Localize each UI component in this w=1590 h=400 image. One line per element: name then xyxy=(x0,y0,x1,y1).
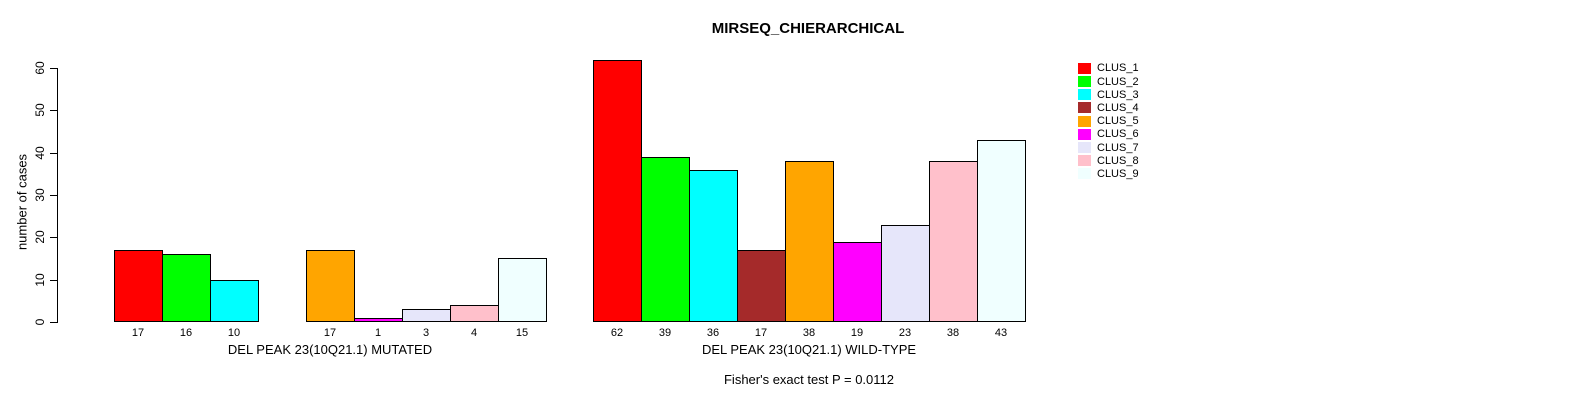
bar-CLUS_6-wildtype xyxy=(833,242,882,322)
chart-title: MIRSEQ_CHIERARCHICAL xyxy=(711,20,905,37)
legend-label-CLUS_8: CLUS_8 xyxy=(1097,154,1139,167)
legend-label-CLUS_1: CLUS_1 xyxy=(1097,62,1139,75)
bar-value-label-CLUS_7-mutated: 3 xyxy=(422,327,430,339)
y-axis-tick xyxy=(50,153,57,154)
bar-value-label-CLUS_3-mutated: 10 xyxy=(227,327,241,339)
bar-CLUS_3-mutated xyxy=(210,280,259,322)
y-axis-tick xyxy=(50,68,57,69)
bar-CLUS_1-wildtype xyxy=(593,60,642,322)
legend-swatch-CLUS_9 xyxy=(1078,168,1091,180)
y-axis-tick xyxy=(50,322,57,323)
y-axis-line xyxy=(57,68,58,323)
legend-label-CLUS_7: CLUS_7 xyxy=(1097,141,1139,154)
y-axis-tick-label: 60 xyxy=(33,61,47,75)
bar-value-label-CLUS_2-wildtype: 39 xyxy=(658,327,672,339)
legend-label-CLUS_2: CLUS_2 xyxy=(1097,75,1139,88)
legend-swatch-CLUS_3 xyxy=(1078,89,1091,101)
bar-value-label-CLUS_3-wildtype: 36 xyxy=(706,327,720,339)
bar-value-label-CLUS_2-mutated: 16 xyxy=(179,327,193,339)
bar-value-label-CLUS_5-mutated: 17 xyxy=(323,327,337,339)
bar-CLUS_1-mutated xyxy=(114,250,163,322)
bar-CLUS_7-mutated xyxy=(402,309,451,322)
bar-CLUS_4-wildtype xyxy=(737,250,786,322)
y-axis-tick xyxy=(50,237,57,238)
bar-CLUS_6-mutated xyxy=(354,318,403,322)
legend-label-CLUS_3: CLUS_3 xyxy=(1097,88,1139,101)
legend-label-CLUS_5: CLUS_5 xyxy=(1097,115,1139,128)
y-axis-tick-label: 30 xyxy=(33,188,47,202)
y-axis-tick-label: 20 xyxy=(33,230,47,244)
legend-label-CLUS_9: CLUS_9 xyxy=(1097,167,1139,180)
y-axis-tick-label: 10 xyxy=(33,273,47,287)
bar-CLUS_7-wildtype xyxy=(881,225,930,322)
bar-value-label-CLUS_4-wildtype: 17 xyxy=(754,327,768,339)
bar-value-label-CLUS_1-mutated: 17 xyxy=(131,327,145,339)
bar-value-label-CLUS_9-mutated: 15 xyxy=(515,327,529,339)
legend-label-CLUS_4: CLUS_4 xyxy=(1097,101,1139,114)
x-axis-label-mutated: DEL PEAK 23(10Q21.1) MUTATED xyxy=(227,342,433,357)
bar-CLUS_5-wildtype xyxy=(785,161,834,322)
y-axis-tick-label: 0 xyxy=(33,318,47,326)
bar-value-label-CLUS_1-wildtype: 62 xyxy=(610,327,624,339)
y-axis-tick-label: 40 xyxy=(33,146,47,160)
bar-CLUS_8-mutated xyxy=(450,305,499,322)
bar-value-label-CLUS_5-wildtype: 38 xyxy=(802,327,816,339)
legend-swatch-CLUS_8 xyxy=(1078,155,1091,167)
bar-value-label-CLUS_7-wildtype: 23 xyxy=(898,327,912,339)
legend-swatch-CLUS_6 xyxy=(1078,128,1091,140)
bar-value-label-CLUS_9-wildtype: 43 xyxy=(994,327,1008,339)
fisher-test-note: Fisher's exact test P = 0.0112 xyxy=(723,372,895,387)
y-axis-tick xyxy=(50,110,57,111)
bar-CLUS_8-wildtype xyxy=(929,161,978,322)
y-axis-tick xyxy=(50,195,57,196)
legend-label-CLUS_6: CLUS_6 xyxy=(1097,128,1139,141)
legend-swatch-CLUS_5 xyxy=(1078,115,1091,127)
y-axis-title: number of cases xyxy=(14,153,30,251)
bar-CLUS_2-mutated xyxy=(162,254,211,322)
y-axis-tick xyxy=(50,280,57,281)
x-axis-label-wildtype: DEL PEAK 23(10Q21.1) WILD-TYPE xyxy=(701,342,917,357)
bar-value-label-CLUS_6-mutated: 1 xyxy=(374,327,382,339)
y-axis-tick-label: 50 xyxy=(33,103,47,117)
legend-swatch-CLUS_7 xyxy=(1078,142,1091,153)
bar-CLUS_3-wildtype xyxy=(689,170,738,322)
bar-value-label-CLUS_8-wildtype: 38 xyxy=(946,327,960,339)
bar-value-label-CLUS_6-wildtype: 19 xyxy=(850,327,864,339)
bar-value-label-CLUS_8-mutated: 4 xyxy=(470,327,478,339)
bar-CLUS_9-mutated xyxy=(498,258,547,322)
bar-CLUS_9-wildtype xyxy=(977,140,1026,322)
bar-CLUS_5-mutated xyxy=(306,250,355,322)
legend-swatch-CLUS_2 xyxy=(1078,76,1091,87)
legend-swatch-CLUS_1 xyxy=(1078,62,1091,74)
legend-swatch-CLUS_4 xyxy=(1078,102,1091,114)
bar-CLUS_2-wildtype xyxy=(641,157,690,322)
